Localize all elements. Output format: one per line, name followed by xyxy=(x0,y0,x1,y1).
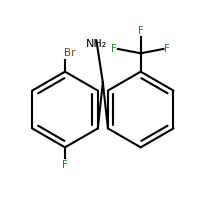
Text: F: F xyxy=(138,26,144,36)
Text: F: F xyxy=(111,44,117,54)
Text: F: F xyxy=(165,44,170,54)
Text: F: F xyxy=(62,160,68,170)
Text: Br: Br xyxy=(64,48,75,58)
Text: NH₂: NH₂ xyxy=(86,39,107,49)
